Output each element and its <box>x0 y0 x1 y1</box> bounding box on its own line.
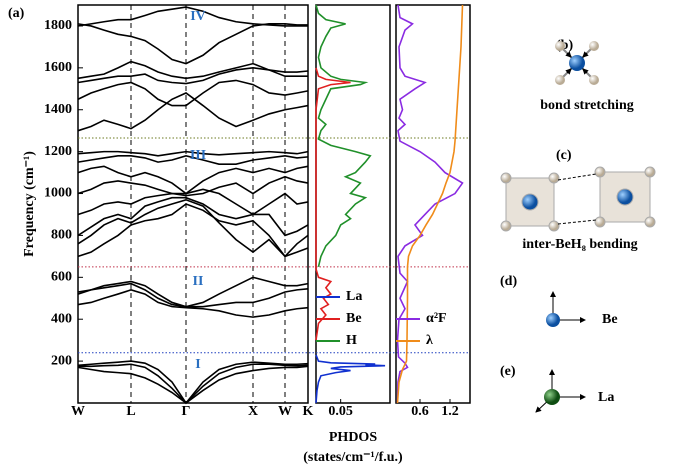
dos-curve <box>315 4 372 268</box>
x-tick-label: 0.6 <box>411 404 429 419</box>
dos-curve <box>396 4 464 404</box>
x-axis-label: (states/cm⁻¹/f.u.) <box>303 450 403 465</box>
x-tick-label: K <box>303 404 314 419</box>
phonon-band <box>77 6 308 27</box>
x-tick-label: L <box>126 404 135 419</box>
y-tick-label: 1200 <box>44 144 72 159</box>
phonon-band <box>77 150 309 157</box>
phonon-band <box>77 289 309 318</box>
legend-label: La <box>346 289 362 304</box>
region-label: II <box>193 274 204 289</box>
be-icon <box>546 291 586 327</box>
phonon-band <box>77 198 309 258</box>
region-label: I <box>195 357 200 372</box>
phonon-band <box>77 282 309 308</box>
panel-frame <box>395 4 471 404</box>
x-tick-label: Γ <box>182 404 191 419</box>
dos-curve <box>315 67 351 341</box>
legend-label: H <box>346 333 357 348</box>
y-tick-label: 400 <box>51 311 72 326</box>
phonon-band <box>77 154 309 165</box>
inset-caption: inter-BeH₈ bending <box>522 237 637 252</box>
x-tick-label: 1.2 <box>441 404 459 419</box>
phonon-band <box>78 363 309 405</box>
region-label: III <box>190 148 206 163</box>
inset-label: (e) <box>500 364 516 379</box>
la-icon <box>535 369 586 413</box>
y-tick-label: 1400 <box>44 102 72 117</box>
x-tick-label: W <box>278 404 292 419</box>
panel-label: (a) <box>8 6 25 21</box>
legend-label: Be <box>346 311 362 326</box>
inset-label: (d) <box>500 274 517 289</box>
x-tick-label: W <box>71 404 85 419</box>
phonon-band <box>77 196 309 237</box>
inset-caption: Be <box>602 312 618 327</box>
y-tick-label: 1800 <box>44 18 72 33</box>
bending-icon <box>500 166 656 232</box>
phonon-band <box>77 203 309 258</box>
phonon-band <box>77 79 309 107</box>
dos-curve <box>396 4 464 404</box>
phonon-band <box>77 60 308 80</box>
phonon-band <box>77 365 309 404</box>
bond-icon <box>555 41 599 85</box>
y-axis-label: Frequency (cm⁻¹) <box>22 151 37 257</box>
y-tick-label: 200 <box>51 353 72 368</box>
inset-caption: bond stretching <box>540 98 633 113</box>
insets: (b) bond stretching (c) inter-BeH₈ bendi… <box>500 38 656 413</box>
inset-caption: La <box>598 390 614 405</box>
phonon-band <box>77 165 309 195</box>
y-tick-label: 800 <box>51 228 72 243</box>
dos-curve <box>315 354 386 404</box>
y-tick-label: 1000 <box>44 186 72 201</box>
phonon-band <box>77 23 308 65</box>
phonon-band <box>77 175 309 197</box>
panel-frame <box>77 4 309 404</box>
inset-label: (c) <box>556 148 572 163</box>
phonon-band <box>77 67 309 85</box>
legend-label: α²F <box>426 311 447 326</box>
phonon-band <box>77 360 309 405</box>
region-label: IV <box>190 9 206 24</box>
x-tick-label: X <box>248 404 258 419</box>
phonon-band <box>77 92 309 132</box>
y-tick-label: 600 <box>51 270 72 285</box>
y-tick-label: 1600 <box>44 60 72 75</box>
x-tick-label: 0.05 <box>328 404 353 419</box>
legend-label: λ <box>426 333 433 348</box>
x-axis-label: PHDOS <box>329 430 377 445</box>
